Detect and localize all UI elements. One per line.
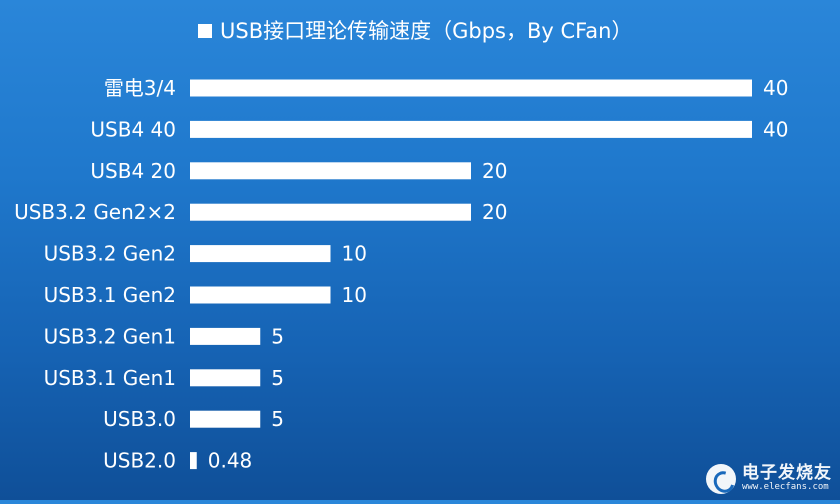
data-label: 10 <box>342 283 367 307</box>
data-label: 20 <box>482 159 507 183</box>
bar <box>190 120 752 138</box>
bar <box>190 203 471 221</box>
bar <box>190 245 331 263</box>
category-label: 雷电3/4 <box>104 76 176 100</box>
data-label: 10 <box>342 242 367 266</box>
data-label: 5 <box>271 366 284 390</box>
bar <box>190 369 261 387</box>
category-label: USB3.2 Gen1 <box>44 324 176 348</box>
category-label: USB3.0 <box>103 407 176 431</box>
data-label: 40 <box>763 76 788 100</box>
bar <box>190 410 261 428</box>
bar <box>190 162 471 180</box>
category-label: USB3.1 Gen2 <box>44 283 176 307</box>
data-label: 20 <box>482 200 507 224</box>
data-label: 5 <box>271 407 284 431</box>
chart-title: USB接口理论传输速度（Gbps，By CFan） <box>220 19 632 43</box>
watermark-url: www.elecfans.com <box>742 482 829 493</box>
data-label: 5 <box>271 324 284 348</box>
category-label: USB4 20 <box>90 159 176 183</box>
watermark-name: 电子发烧友 <box>742 463 832 484</box>
bar <box>190 452 197 470</box>
category-label: USB3.1 Gen1 <box>44 366 176 390</box>
legend-swatch <box>198 24 212 38</box>
category-label: USB4 40 <box>90 117 176 141</box>
bars-group: 雷电3/4 40 USB4 40 40 USB4 20 20 USB3.2 Gen2×2 20… <box>14 76 788 473</box>
bar <box>190 286 331 304</box>
bar <box>190 327 261 345</box>
elecfans-logo-icon <box>706 464 736 494</box>
data-label: 0.48 <box>208 449 253 473</box>
category-label: USB3.2 Gen2×2 <box>14 200 176 224</box>
bar <box>190 79 752 97</box>
data-label: 40 <box>763 117 788 141</box>
watermark: 电子发烧友 www.elecfans.com <box>706 464 832 494</box>
category-label: USB3.2 Gen2 <box>44 242 176 266</box>
category-label: USB2.0 <box>103 449 176 473</box>
legend: USB接口理论传输速度（Gbps，By CFan） <box>198 19 632 43</box>
